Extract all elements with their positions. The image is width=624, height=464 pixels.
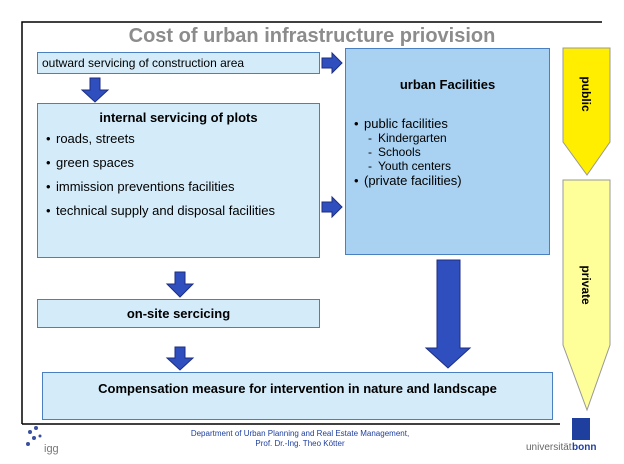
- logo-right-a: universität: [526, 442, 572, 453]
- facilities-public: public facilities: [352, 116, 543, 131]
- logo-right-b: bonn: [572, 442, 596, 453]
- facilities-private: (private facilities): [352, 173, 543, 188]
- footer-line1: Department of Urban Planning and Real Es…: [191, 429, 409, 438]
- internal-item: green spaces: [44, 155, 313, 171]
- compensation-box: Compensation measure for intervention in…: [42, 372, 553, 420]
- internal-list: roads, streets green spaces immission prev…: [44, 131, 313, 219]
- internal-item: immission preventions facilities: [44, 179, 313, 195]
- facilities-list: public facilities: [352, 116, 543, 131]
- onsite-box: on-site sercicing: [37, 299, 320, 328]
- facilities-heading: urban Facilities: [399, 77, 496, 92]
- arrows: [80, 51, 472, 371]
- outward-box: outward servicing of construction area: [37, 52, 320, 74]
- public-arrow: [562, 47, 611, 176]
- onsite-text: on-site sercicing: [126, 306, 231, 321]
- arrow-down: [80, 77, 110, 103]
- arrow-down: [165, 271, 195, 298]
- arrow-right: [321, 195, 343, 219]
- facilities-sub-list: KindergartenSchoolsYouth centers: [352, 131, 543, 173]
- internal-item: technical supply and disposal facilities: [44, 203, 313, 219]
- facilities-box: urban Facilities public facilities Kinde…: [345, 48, 550, 255]
- frame: [21, 21, 602, 424]
- logo-left: igg: [44, 443, 59, 455]
- facilities-sub-item: Schools: [366, 145, 543, 159]
- facilities-sub-item: Kindergarten: [366, 131, 543, 145]
- outward-text: outward servicing of construction area: [42, 56, 245, 70]
- arrow-down: [165, 346, 195, 371]
- arrow-down-large: [424, 259, 472, 369]
- internal-item: roads, streets: [44, 131, 313, 147]
- arrow-right: [321, 51, 343, 75]
- facilities-list-2: (private facilities): [352, 173, 543, 188]
- internal-heading: internal servicing of plots: [99, 110, 258, 125]
- title: Cost of urban infrastructure priovision: [129, 25, 496, 47]
- facilities-sub-item: Youth centers: [366, 159, 543, 173]
- compensation-text: Compensation measure for intervention in…: [98, 381, 497, 396]
- logo-left-dots: [26, 426, 42, 446]
- footer-line2: Prof. Dr.-Ing. Theo Kötter: [255, 439, 345, 448]
- logo-right-mark: [572, 418, 590, 440]
- private-label: private: [579, 265, 593, 305]
- private-arrow: [562, 179, 611, 412]
- public-label: public: [579, 76, 593, 112]
- internal-box: internal servicing of plots roads, stree…: [37, 103, 320, 258]
